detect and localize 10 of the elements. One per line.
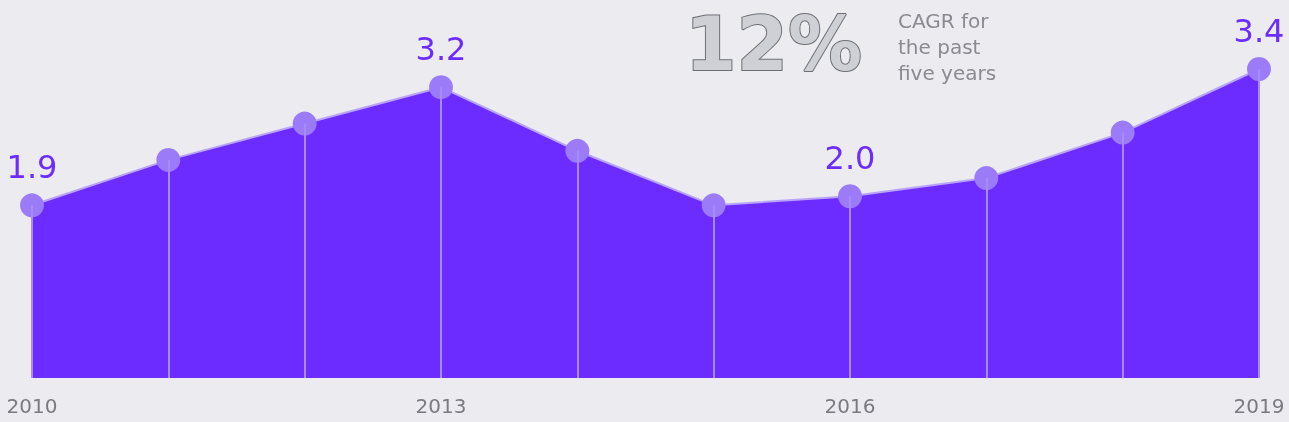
x-tick-label: 2016	[824, 394, 876, 418]
annotation: 12%	[685, 1, 863, 87]
annotation: CAGR for the past five years	[898, 9, 997, 85]
data-label: 1.9	[6, 148, 58, 187]
x-tick-label: 2019	[1233, 394, 1285, 418]
x-tick-label: 2010	[6, 394, 58, 418]
x-tick-label: 2013	[415, 394, 467, 418]
data-label: 3.2	[415, 30, 467, 69]
data-label: 2.0	[824, 139, 876, 178]
data-label: 3.4	[1233, 12, 1285, 50]
